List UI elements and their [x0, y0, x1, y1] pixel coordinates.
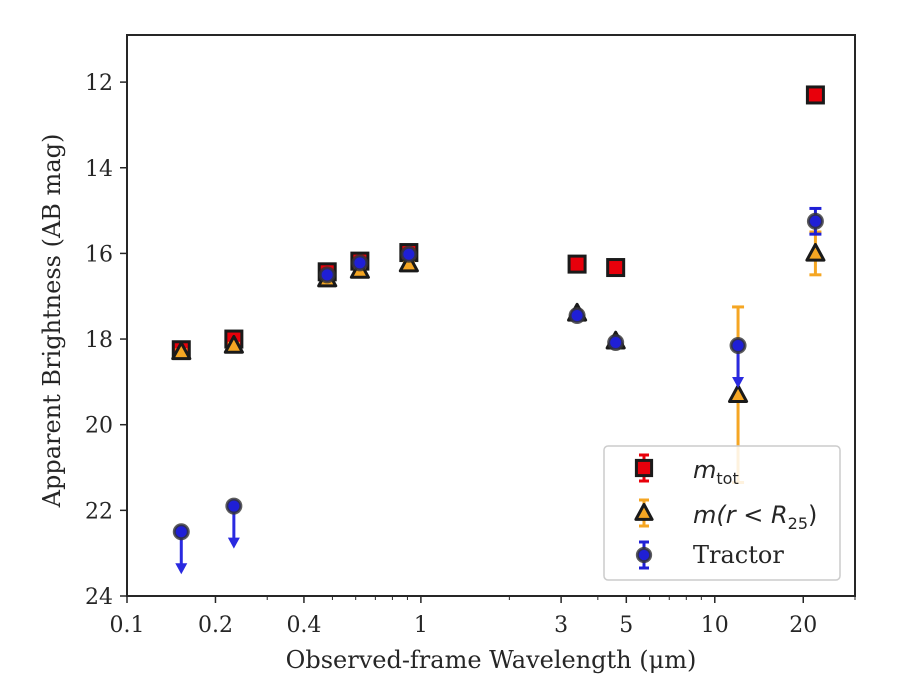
- legend-label-m-tot: mtot: [693, 456, 739, 488]
- legend-label-sub: tot: [716, 469, 738, 488]
- data-point: [171, 341, 192, 361]
- legend-label-main: m(r < R: [693, 501, 788, 529]
- legend-marker: [634, 502, 654, 521]
- data-point: [400, 245, 418, 263]
- legend-marker: [635, 546, 653, 564]
- data-point: [172, 523, 190, 541]
- series-triangle: [171, 230, 826, 485]
- data-point: [806, 212, 824, 230]
- y-axis-ticks: 12 14 16 18 20 22 24: [85, 71, 127, 610]
- legend-label-main: m: [693, 456, 716, 484]
- upper-limit-arrowhead: [175, 563, 188, 575]
- y-tick-label: 16: [85, 242, 113, 267]
- x-tick-label: 3: [554, 613, 568, 638]
- data-point: [607, 333, 625, 351]
- data-point: [223, 334, 244, 354]
- legend-label-tractor: Tractor: [693, 541, 784, 569]
- data-point: [568, 307, 586, 324]
- plot-frame: [126, 34, 856, 597]
- data-point: [727, 384, 749, 403]
- x-tick-label: 0.2: [198, 613, 233, 638]
- data-point: [318, 266, 336, 284]
- y-tick-label: 24: [85, 585, 113, 610]
- x-axis-ticks: 0.1 0.2 0.4 1 3 5 10 20: [110, 596, 856, 638]
- upper-limit-arrowhead: [732, 377, 745, 389]
- x-tick-label: 0.1: [110, 613, 145, 638]
- data-point: [225, 497, 243, 515]
- data-point: [351, 254, 369, 272]
- legend-marker: [634, 458, 654, 478]
- legend-label-m-r: m(r < R25): [693, 501, 817, 533]
- series-square: [171, 85, 825, 360]
- x-tick-label: 0.4: [286, 613, 321, 638]
- legend-label-tail: ): [808, 501, 817, 529]
- series-circle: [172, 206, 824, 575]
- y-tick-label: 18: [85, 328, 113, 353]
- y-tick-label: 20: [85, 414, 113, 439]
- legend-label-sub: 25: [788, 514, 808, 533]
- upper-limit-arrowhead: [227, 537, 240, 549]
- data-point: [729, 336, 747, 354]
- data-marks: [171, 85, 826, 575]
- x-axis-label: Observed-frame Wavelength (μm): [286, 646, 697, 674]
- data-point: [398, 253, 419, 273]
- y-tick-label: 22: [85, 499, 113, 524]
- data-point: [567, 254, 587, 274]
- x-tick-label: 1: [414, 613, 428, 638]
- data-point: [805, 85, 825, 105]
- y-axis-label: Apparent Brightness (AB mag): [38, 134, 66, 509]
- x-tick-label: 20: [789, 613, 817, 638]
- legend: mtot m(r < R25) Tractor: [603, 445, 841, 581]
- y-tick-label: 12: [85, 71, 113, 96]
- plot-area-border: [126, 34, 856, 597]
- y-tick-label: 14: [85, 157, 113, 182]
- legend-box: [603, 445, 841, 581]
- x-tick-label: 5: [619, 613, 633, 638]
- data-point: [805, 242, 826, 262]
- data-point: [606, 258, 626, 278]
- x-tick-label: 10: [701, 613, 729, 638]
